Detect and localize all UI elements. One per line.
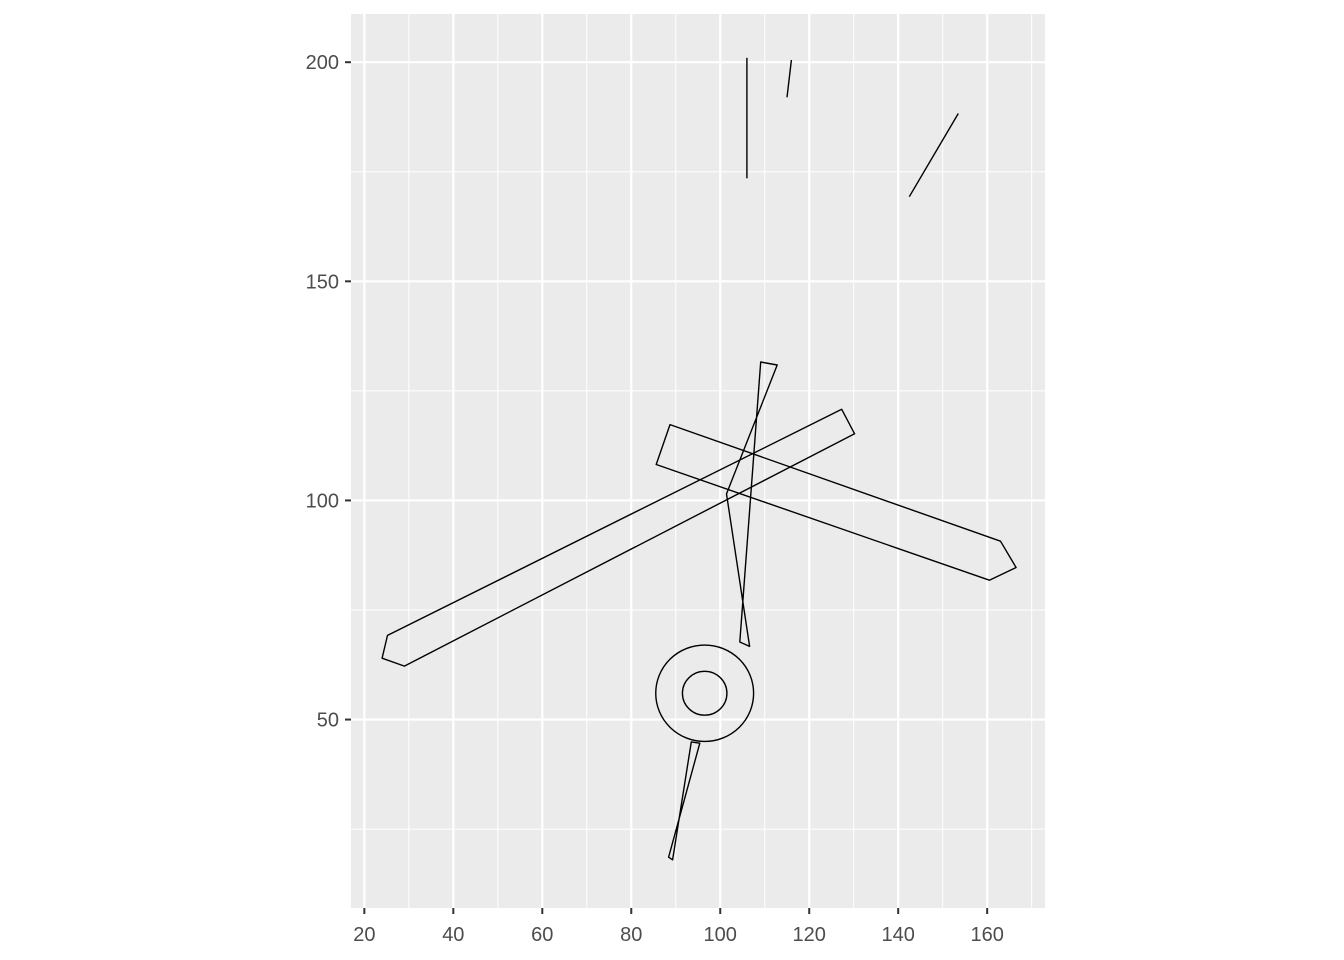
- x-tick-label-140: 140: [882, 924, 915, 946]
- series-circle-4: [655, 644, 755, 743]
- axes: 20 40 60 80 100 120 140 160 50 100 150 200: [306, 52, 1004, 946]
- x-tick-label-60: 60: [531, 924, 553, 946]
- series-shape-1: [655, 423, 1017, 581]
- grid-lines: [351, 14, 1045, 908]
- x-tick-label-40: 40: [442, 924, 464, 946]
- series-shape-3: [667, 741, 701, 861]
- series-shape-0: [381, 408, 856, 667]
- y-tick-label-200: 200: [306, 52, 339, 74]
- x-tick-label-160: 160: [970, 924, 1003, 946]
- x-tick-label-120: 120: [793, 924, 826, 946]
- series-line-8: [908, 113, 959, 198]
- x-tick-label-20: 20: [353, 924, 375, 946]
- x-tick-label-80: 80: [620, 924, 642, 946]
- y-tick-label-50: 50: [317, 710, 339, 732]
- series-circle-5: [681, 670, 728, 716]
- y-tick-label-100: 100: [306, 490, 339, 512]
- series-shape-2: [725, 361, 778, 648]
- plot-panel: [351, 14, 1045, 908]
- panel-background: [351, 14, 1045, 908]
- x-tick-label-100: 100: [704, 924, 737, 946]
- y-tick-label-150: 150: [306, 271, 339, 293]
- data-series: [381, 57, 1017, 861]
- series-line-7: [786, 59, 793, 98]
